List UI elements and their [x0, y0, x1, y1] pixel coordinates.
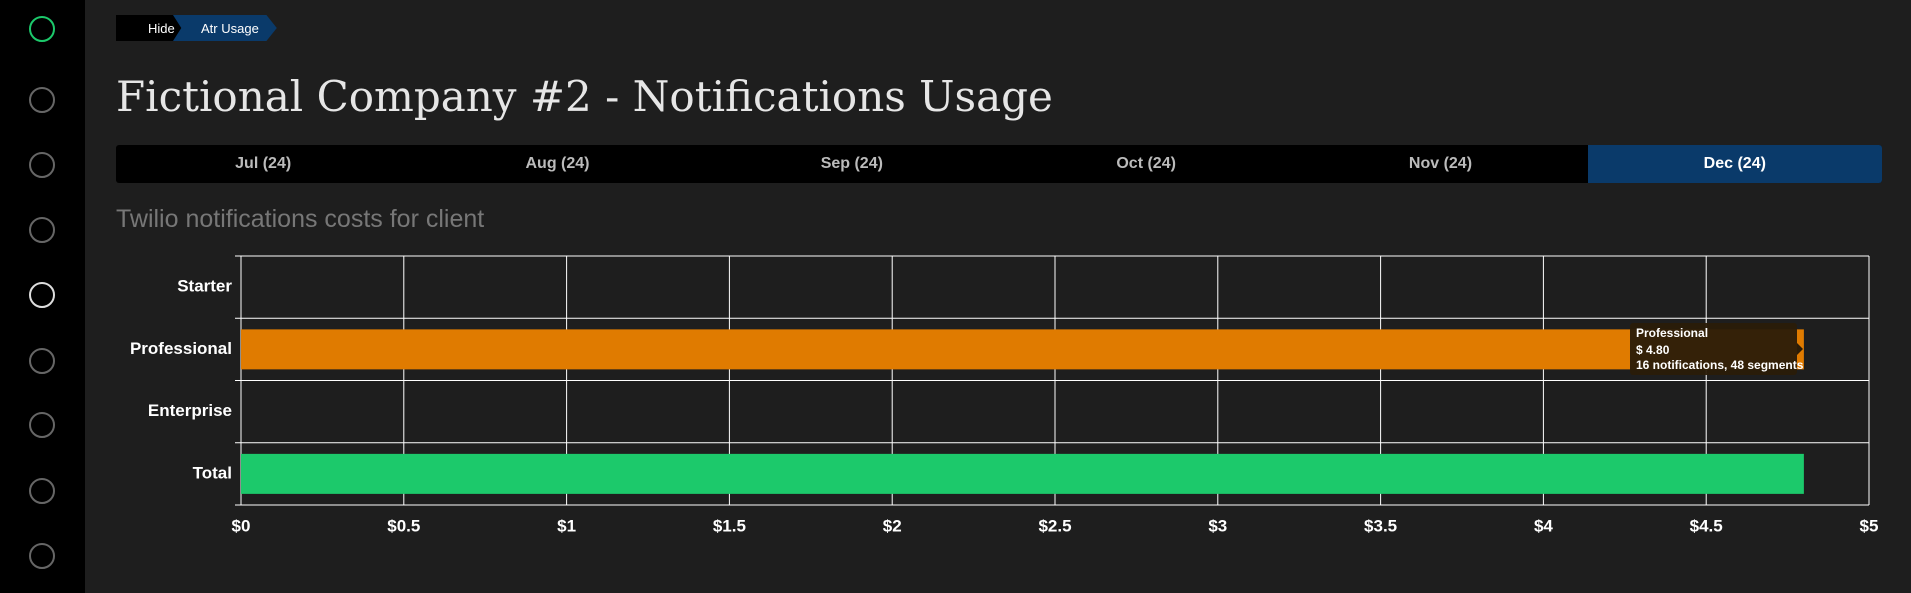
hide-button[interactable]: Hide [116, 15, 183, 41]
x-tick-label: $0 [232, 516, 251, 535]
nav-support[interactable] [29, 152, 55, 178]
month-tab[interactable]: Oct (24) [1116, 155, 1176, 172]
month-tab[interactable]: Nov (24) [1408, 155, 1473, 172]
page-title: Fictional Company #2 - Notifications Usa… [116, 72, 1053, 121]
tooltip-detail: 16 notifications, 48 segments [1636, 358, 1804, 372]
nav-users[interactable] [29, 478, 55, 504]
x-tick-label: $4 [1534, 516, 1553, 535]
logo[interactable] [29, 16, 55, 42]
sidebar [0, 0, 85, 593]
x-tick-label: $2 [883, 516, 902, 535]
x-tick-label: $2.5 [1038, 516, 1071, 535]
nav-settings[interactable] [29, 543, 55, 569]
nav-home[interactable] [29, 87, 55, 113]
month-tabs: Jul (24) Aug (24) Sep (24) Oct (24) Nov (24)… [116, 145, 1882, 183]
month-tab[interactable]: Sep (24) [820, 155, 883, 172]
x-tick-label: $1 [557, 516, 576, 535]
tooltip-box [1630, 323, 1797, 375]
x-tick-label: $3 [1208, 516, 1227, 535]
nav-usage[interactable] [29, 282, 55, 308]
x-tick-label: $1.5 [713, 516, 746, 535]
y-tick-label: Professional [130, 339, 232, 358]
month-tab[interactable]: Dec (24) [1587, 145, 1882, 183]
x-tick-label: $5 [1860, 516, 1879, 535]
tooltip-title: Professional [1636, 326, 1708, 340]
month-tab[interactable]: Jul (24) [235, 155, 292, 172]
nav-docs[interactable] [29, 412, 55, 438]
y-tick-label: Starter [177, 277, 232, 296]
bar [241, 453, 1804, 494]
tooltip-amount: $ 4.80 [1636, 343, 1670, 357]
tooltip-arrow [1797, 343, 1803, 355]
breadcrumb: Hide Atr Usage [116, 15, 277, 41]
x-tick-label: $4.5 [1690, 516, 1723, 535]
nav-favorites[interactable] [29, 348, 55, 374]
month-tab[interactable]: Aug (24) [525, 155, 590, 172]
subtitle: Twilio notifications costs for client [116, 205, 485, 233]
bar [241, 329, 1804, 370]
y-tick-label: Enterprise [148, 401, 232, 420]
x-tick-label: $3.5 [1364, 516, 1397, 535]
y-tick-label: Total [193, 463, 232, 482]
chart: $0 $0.5 $1 $1.5 $2 $2.5 $3 $3.5 $4 $4.5 $5 Starter P… [130, 255, 1879, 535]
breadcrumb-current[interactable]: Atr Usage [173, 15, 277, 41]
nav-history[interactable] [29, 217, 55, 243]
x-tick-label: $0.5 [387, 516, 420, 535]
